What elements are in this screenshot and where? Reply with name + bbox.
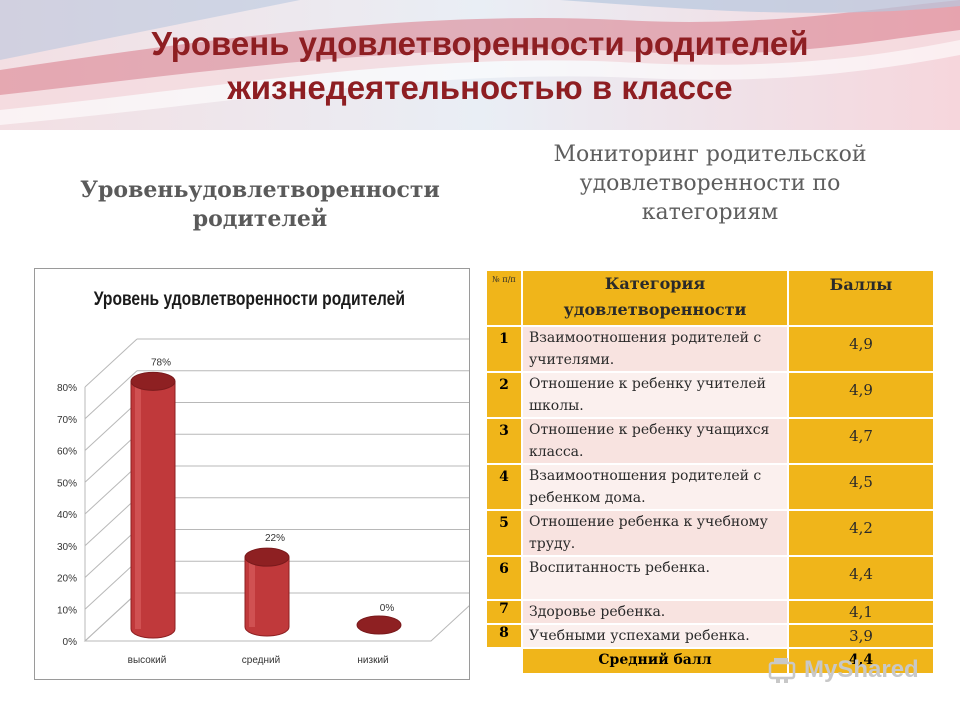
grid-line-side [84, 370, 138, 420]
category-table: № п/п Категория удовлетворенности Баллы … [487, 269, 933, 675]
row-score: 4,4 [789, 557, 933, 599]
table-row: 4 Взаимоотношения родителей с ребенком до… [487, 465, 933, 509]
left-caption: Уровеньудовлетворенности родителей [50, 176, 470, 234]
bar-data-label: 78% [151, 357, 171, 368]
right-caption-line3: категориям [641, 200, 779, 225]
row-score: 3,9 [789, 625, 933, 647]
grid-line-side [84, 529, 138, 578]
table-row: 3 Отношение к ребенку учащихся класса. 4,7 [487, 419, 933, 463]
y-tick-label: 10% [57, 605, 77, 616]
slide-title-line1: Уровень удовлетворенности родителей [151, 25, 809, 62]
row-category: Взаимоотношения родителей с учителями. [521, 327, 789, 371]
table-row: 6 Воспитанность ребенка. 4,4 [487, 557, 933, 599]
row-category: Отношение ребенка к учебному труду. [521, 511, 789, 555]
y-tick-label: 50% [57, 478, 77, 489]
table-row: 1 Взаимоотношения родителей с учителями. 4… [487, 327, 933, 371]
x-category-label: средний [242, 655, 280, 666]
row-category: Взаимоотношения родителей с ребенком дом… [521, 465, 789, 509]
row-score: 4,9 [789, 327, 933, 371]
row-num: 5 [487, 511, 521, 555]
row-num: 6 [487, 557, 521, 599]
right-caption-line1: Мониторинг родительской [553, 142, 867, 167]
table-row: 2 Отношение к ребенку учителей школы. 4,9 [487, 373, 933, 417]
chart-category-labels: высокий средний низкий [128, 655, 389, 666]
table-header: № п/п Категория удовлетворенности Баллы [487, 271, 933, 325]
chart-y-ticks: 0% 10% 20% 30% 40% 50% 60% 70% 80% [57, 383, 77, 648]
watermark-text: MyShared [804, 656, 919, 683]
row-category: Отношение к ребенку учащихся класса. [521, 419, 789, 463]
bar-highlight [249, 557, 255, 627]
row-num: 1 [487, 327, 521, 371]
row-score: 4,5 [789, 465, 933, 509]
y-tick-label: 40% [57, 510, 77, 521]
table-row: 7 Здоровье ребенка. 4,1 [487, 601, 933, 623]
bar-data-label: 0% [380, 603, 395, 614]
row-num: 7 [487, 601, 521, 623]
y-tick-label: 70% [57, 415, 77, 426]
y-tick-label: 0% [63, 637, 78, 648]
bar-highlight [135, 381, 141, 629]
row-category: Учебными успехами ребенка. [521, 625, 789, 647]
row-category: Здоровье ребенка. [521, 601, 789, 623]
grid-line-side [84, 338, 138, 388]
y-tick-label: 20% [57, 574, 77, 585]
right-caption-line2: удовлетворенности по [579, 171, 841, 196]
grid-line-side [84, 402, 138, 451]
bar-data-label: 22% [265, 533, 285, 544]
grid-line-side [84, 465, 138, 515]
bar-cylinder-body [130, 380, 176, 639]
table-footer: Средний балл 4,4 [487, 649, 933, 673]
grid-line-side [84, 497, 138, 547]
slide-title-line2: жизнедеятельностью в классе [227, 69, 733, 106]
bar-cylinder-top [244, 547, 290, 567]
table-row: 5 Отношение ребенка к учебному труду. 4,2 [487, 511, 933, 555]
row-score: 4,1 [789, 601, 933, 623]
right-caption: Мониторинг родительской удовлетворенност… [510, 140, 910, 227]
header-banner [0, 0, 960, 130]
satisfaction-chart: Уровень удовлетворенности родителей 0% 10… [34, 268, 470, 680]
chart-title: Уровень удовлетворенности родителей [94, 287, 405, 309]
bar-cylinder-top [356, 615, 402, 635]
footer-blank [487, 649, 521, 673]
grid-line-side [84, 560, 138, 610]
x-category-label: низкий [357, 655, 388, 666]
bar-cylinder-top [130, 371, 176, 391]
y-tick-label: 80% [57, 383, 77, 394]
table-row: 8 Учебными успехами ребенка. 3,9 [487, 625, 933, 647]
slide-title: Уровень удовлетворенности родителей жизн… [40, 22, 920, 110]
row-num: 3 [487, 419, 521, 463]
row-num: 2 [487, 373, 521, 417]
average-value: 4,4 [789, 649, 933, 673]
y-tick-label: 60% [57, 447, 77, 458]
header-num: № п/п [487, 271, 521, 325]
row-category: Воспитанность ребенка. [521, 557, 789, 599]
bar-cylinder-body [244, 556, 290, 637]
row-category: Отношение к ребенку учителей школы. [521, 373, 789, 417]
chart-bars: 78% 22% 0% [130, 357, 402, 639]
row-score: 4,2 [789, 511, 933, 555]
chart-grid [83, 338, 469, 642]
left-caption-line1: Уровеньудовлетворенности [80, 177, 440, 203]
average-label: Средний балл [521, 649, 789, 673]
row-score: 4,9 [789, 373, 933, 417]
grid-line-side [84, 433, 138, 483]
header-category: Категория удовлетворенности [521, 271, 789, 325]
chart-svg: Уровень удовлетворенности родителей 0% 10… [57, 287, 469, 666]
watermark-logo-icon [768, 658, 796, 683]
x-category-label: высокий [128, 655, 167, 666]
row-num: 8 [487, 625, 521, 647]
row-score: 4,7 [789, 419, 933, 463]
header-score: Баллы [789, 271, 933, 325]
row-num: 4 [487, 465, 521, 509]
chart-floor [83, 592, 469, 642]
y-tick-label: 30% [57, 542, 77, 553]
left-caption-line2: родителей [192, 206, 328, 232]
